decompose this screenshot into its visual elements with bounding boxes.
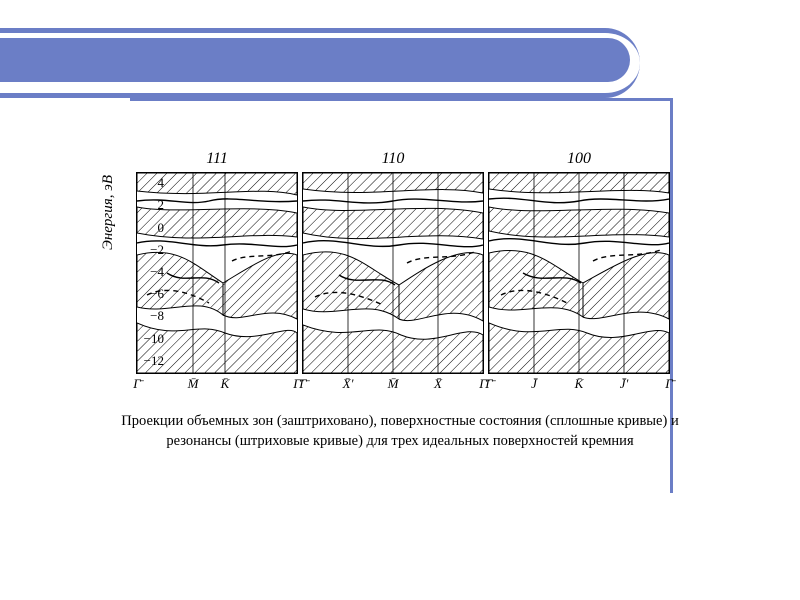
panel: 100 Γ̄ J̄ K̄ J̄' Γ̄ xyxy=(488,150,670,392)
y-axis: 420−2−4−6−8−10−12 xyxy=(118,150,166,350)
x-tick-label: J̄ xyxy=(531,376,537,392)
y-tick: −2 xyxy=(150,242,164,258)
y-tick: 2 xyxy=(158,197,165,213)
x-tick-label: X̄ xyxy=(434,376,442,392)
bulk-band-region xyxy=(489,250,583,317)
slide: { "banner": { "fill_color": "#6b7ec6", "… xyxy=(0,0,800,600)
x-tick-label: Γ̄ xyxy=(299,376,306,392)
band-structure-chart xyxy=(302,172,484,374)
y-tick: −10 xyxy=(144,331,164,347)
x-tick-label: K̄ xyxy=(575,376,584,392)
y-tick: −8 xyxy=(150,308,164,324)
bulk-band-region xyxy=(583,253,669,319)
x-tick-label: Γ̄ xyxy=(485,376,492,392)
y-tick: 4 xyxy=(158,175,165,191)
figure-caption: Проекции объемных зон (заштриховано), по… xyxy=(80,412,720,451)
y-tick: −12 xyxy=(144,353,164,369)
y-tick: −6 xyxy=(150,286,164,302)
x-tick-label: X̄' xyxy=(343,376,354,392)
x-tick-label: K̄ xyxy=(221,376,230,392)
x-axis-labels: Γ̄J̄K̄J̄'Γ̄ xyxy=(489,376,669,392)
panels-row: 111Γ̄M̄K̄Γ̄110Γ̄X̄'M̄X̄Γ̄100Γ̄J̄K̄J̄'Γ̄ xyxy=(136,150,720,392)
bulk-band-region xyxy=(399,253,483,321)
x-tick-label: Γ̄ xyxy=(133,376,140,392)
y-tick: 0 xyxy=(158,220,165,236)
x-tick-label: M̄ xyxy=(388,376,399,392)
figure: Энергия, эВ 4 2 0 −2 −4 −6 −8 −10 −12 111 Γ̄ M̄ K̄ Γ… xyxy=(80,150,720,451)
panel: 110Γ̄X̄'M̄X̄Γ̄ xyxy=(302,150,484,392)
y-tick: −4 xyxy=(150,264,164,280)
x-tick-label: J̄' xyxy=(620,376,629,392)
x-tick-label: M̄ xyxy=(188,376,199,392)
y-axis-title: Энергия, эВ xyxy=(100,175,117,250)
x-axis-labels: Γ̄M̄K̄Γ̄ xyxy=(137,376,297,392)
panel-title: 111 xyxy=(206,150,228,168)
bulk-band-region xyxy=(223,253,297,319)
title-banner-fill xyxy=(0,38,630,82)
band-structure-chart xyxy=(488,172,670,374)
panel-title: 100 xyxy=(567,150,591,168)
x-axis-labels: Γ̄X̄'M̄X̄Γ̄ xyxy=(303,376,483,392)
bulk-band-region xyxy=(303,252,399,319)
panel-title: 110 xyxy=(382,150,405,168)
x-tick-label: Γ̄ xyxy=(665,376,672,392)
